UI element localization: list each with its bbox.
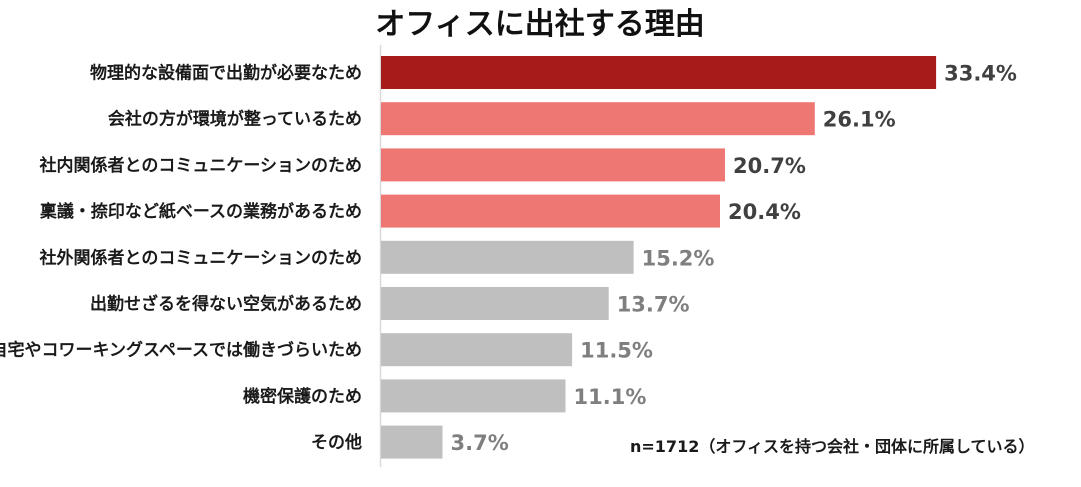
value-label-6: 11.5% <box>580 339 653 363</box>
bar-3 <box>381 194 720 228</box>
category-label-8: その他 <box>311 432 362 453</box>
category-label-0: 物理的な設備面で出勤が必要なため <box>90 63 362 84</box>
bar-6 <box>381 333 573 367</box>
bar-0 <box>381 56 937 89</box>
value-labels: 33.4% 26.1% 20.7% 20.4% 15.2% 13.7% 11.5% 11.1%… <box>451 62 1017 456</box>
category-label-7: 機密保護のため <box>243 386 362 407</box>
bar-8 <box>381 425 443 459</box>
category-label-5: 出勤せざるを得ない空気があるため <box>90 294 362 315</box>
chart-title: オフィスに出社する理由 <box>375 7 704 42</box>
value-label-0: 33.4% <box>944 62 1017 86</box>
bar-1 <box>381 102 815 136</box>
value-label-3: 20.4% <box>728 200 801 224</box>
value-label-7: 11.1% <box>574 385 647 409</box>
category-label-1: 会社の方が環境が整っているため <box>108 109 362 130</box>
bar-7 <box>381 379 566 413</box>
value-label-5: 13.7% <box>617 293 690 317</box>
bar-2 <box>381 148 725 182</box>
category-label-2: 社内関係者とのコミュニケーションのため <box>39 155 363 176</box>
bars-group <box>381 56 937 459</box>
bar-4 <box>381 240 634 274</box>
category-label-4: 社外関係者とのコミュニケーションのため <box>39 247 363 268</box>
value-label-2: 20.7% <box>733 154 806 178</box>
category-labels: 物理的な設備面で出勤が必要なため会社の方が環境が整っているため社内関係者とのコミ… <box>0 63 362 454</box>
value-label-8: 3.7% <box>451 431 509 455</box>
value-label-1: 26.1% <box>823 108 896 132</box>
category-label-6: 自宅やコワーキングスペースでは働きづらいため <box>0 340 362 361</box>
sample-size-note: n=1712（オフィスを持つ会社・団体に所属している） <box>630 437 1035 456</box>
bar-5 <box>381 287 609 320</box>
category-label-3: 稟議・捺印など紙ベースの業務があるため <box>40 201 362 222</box>
value-label-4: 15.2% <box>642 246 715 270</box>
